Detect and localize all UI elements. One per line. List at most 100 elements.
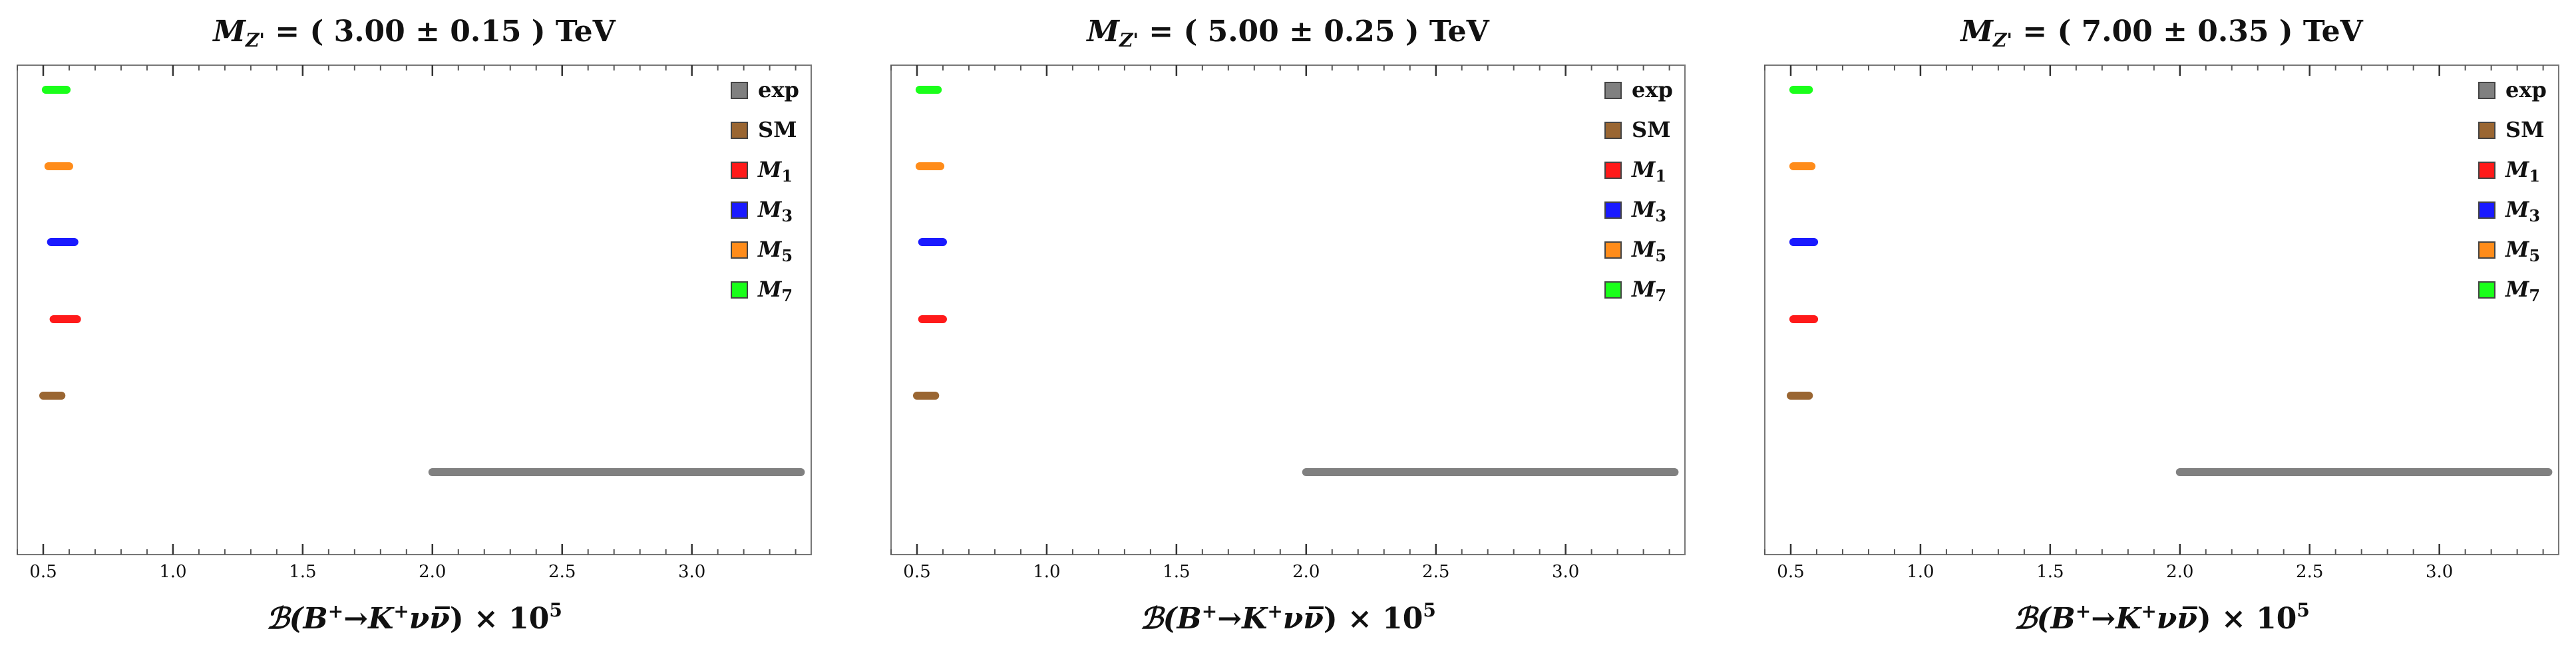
legend-label-sub: 3 — [1655, 206, 1666, 225]
legend-label-text: SM — [2505, 117, 2545, 142]
xlabel-k-sup: + — [1267, 600, 1282, 622]
tick-label: 0.5 — [1777, 562, 1804, 582]
chart-title: MZ' = ( 3.00 ± 0.15 ) TeV — [212, 15, 616, 51]
legend-entry: SM — [1632, 117, 1671, 142]
xlabel-b: B — [1176, 602, 1202, 636]
xlabel-arrow: → — [343, 602, 368, 636]
tick-label: 1.5 — [289, 562, 316, 582]
tick-label: 3.0 — [2426, 562, 2453, 582]
legend-swatch — [731, 281, 748, 299]
tick-label: 1.5 — [2036, 562, 2064, 582]
xlabel-b: B — [302, 602, 328, 636]
legend-label-text: M — [2505, 277, 2530, 302]
legend-swatch — [2478, 201, 2495, 219]
legend-swatch — [2478, 82, 2495, 99]
legend-entry: M5 — [757, 237, 793, 265]
legend-entry: M7 — [1631, 277, 1666, 305]
plot-frame — [890, 65, 1686, 555]
xlabel-arrow: → — [1217, 602, 1242, 636]
legend-label-text: SM — [1632, 117, 1671, 142]
legend-label-text: exp — [2505, 77, 2547, 102]
xlabel-post: ) × 10 — [2197, 602, 2297, 636]
legend-label-sub: 5 — [1655, 246, 1666, 265]
tick-label: 3.0 — [1552, 562, 1579, 582]
tick-label: 1.5 — [1163, 562, 1190, 582]
title-var: M — [1085, 15, 1120, 49]
title-rest: = ( 3.00 ± 0.15 ) TeV — [265, 15, 616, 49]
xlabel-nu: νν̅ — [1283, 602, 1324, 636]
xlabel-k: K — [1240, 602, 1268, 636]
xlabel-k-sup: + — [393, 600, 409, 622]
xlabel-pre: ℬ( — [266, 602, 305, 636]
xlabel-post: ) × 10 — [1324, 602, 1423, 636]
title-var-sub: Z' — [1992, 29, 2012, 51]
xlabel-pre: ℬ( — [1140, 602, 1179, 636]
title-var-sub: Z' — [245, 29, 265, 51]
title-rest: = ( 5.00 ± 0.25 ) TeV — [1139, 15, 1490, 49]
legend-label-text: M — [757, 277, 783, 302]
tick-label: 2.5 — [2296, 562, 2323, 582]
legend-label-sub: 3 — [781, 206, 793, 225]
xlabel-exp: 5 — [1423, 599, 1435, 621]
legend-label-text: M — [757, 197, 783, 222]
panel-2: MZ' = ( 5.00 ± 0.25 ) TeV 0.5 1.0 1.5 2.0 2.5… — [890, 15, 1686, 636]
legend-label-sub: 5 — [781, 246, 793, 265]
xlabel-k: K — [367, 602, 395, 636]
legend-label-text: M — [757, 237, 783, 262]
legend-entry: M1 — [2505, 157, 2540, 186]
legend-swatch — [1604, 82, 1622, 99]
legend-entry: M3 — [2505, 197, 2540, 225]
xlabel-b-sup: + — [2076, 600, 2091, 622]
xlabel-b: B — [2050, 602, 2076, 636]
tick-label: 2.5 — [1422, 562, 1449, 582]
legend-entry: M7 — [757, 277, 793, 305]
xlabel-pre: ℬ( — [2014, 602, 2052, 636]
tick-label: 2.5 — [548, 562, 576, 582]
xlabel-k: K — [2114, 602, 2142, 636]
legend-label-text: M — [2505, 197, 2530, 222]
title-var: M — [212, 15, 246, 49]
legend-swatch — [1604, 122, 1622, 139]
chart-title: MZ' = ( 5.00 ± 0.25 ) TeV — [1085, 15, 1489, 51]
title-var: M — [1959, 15, 1994, 49]
tick-label: 2.0 — [419, 562, 446, 582]
legend-label-sub: 3 — [2529, 206, 2540, 225]
legend-label-text: M — [1631, 157, 1656, 182]
legend-swatch — [2478, 122, 2495, 139]
legend-label-sub: 5 — [2529, 246, 2540, 265]
legend-swatch — [1604, 162, 1622, 179]
legend-swatch — [731, 82, 748, 99]
legend-entry: SM — [2505, 117, 2545, 142]
legend-entry: exp — [2505, 77, 2547, 102]
tick-label: 2.0 — [1292, 562, 1320, 582]
legend-entry: SM — [758, 117, 797, 142]
xlabel-exp: 5 — [2297, 599, 2309, 621]
xlabel-k-sup: + — [2141, 600, 2156, 622]
legend-label-text: M — [1631, 237, 1656, 262]
legend-entry: M5 — [1631, 237, 1666, 265]
legend-swatch — [2478, 162, 2495, 179]
legend-label-sub: 7 — [1655, 286, 1666, 305]
legend-swatch — [731, 241, 748, 259]
legend-label-sub: 7 — [781, 286, 793, 305]
legend-swatch — [1604, 201, 1622, 219]
xlabel-nu: νν̅ — [2157, 602, 2197, 636]
tick-label: 1.0 — [1033, 562, 1060, 582]
tick-label: 3.0 — [678, 562, 705, 582]
legend-swatch — [731, 122, 748, 139]
legend-label-text: SM — [758, 117, 797, 142]
legend-label-text: exp — [1632, 77, 1673, 102]
tick-label: 1.0 — [159, 562, 186, 582]
xlabel-exp: 5 — [549, 599, 562, 621]
legend-entry: M3 — [757, 197, 793, 225]
xlabel-nu: νν̅ — [409, 602, 450, 636]
legend-swatch — [731, 162, 748, 179]
legend-entry: M5 — [2505, 237, 2540, 265]
plot-frame — [17, 65, 812, 555]
legend-entry: exp — [1632, 77, 1673, 102]
legend-swatch — [1604, 241, 1622, 259]
tick-label: 0.5 — [903, 562, 930, 582]
legend-label-text: exp — [758, 77, 799, 102]
